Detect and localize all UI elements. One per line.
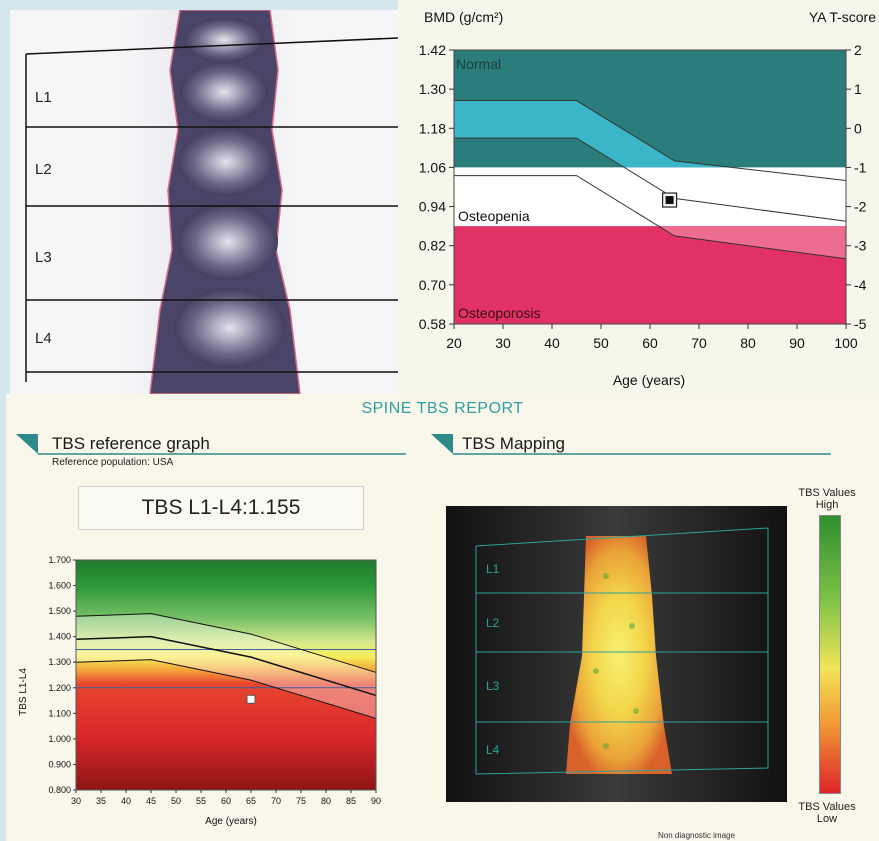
tbs-xtick-label: 40 <box>121 796 131 806</box>
tbs-ytick-label: 0.800 <box>48 785 71 795</box>
bmd-ytick-label: 0.94 <box>419 199 446 215</box>
tbs-xtick-label: 60 <box>221 796 231 806</box>
tbs-reference-chart: 0.800 0.900 1.000 1.100 1.200 1.300 1.400 1.500… <box>18 555 381 827</box>
tbs-xtick-label: 55 <box>196 796 206 806</box>
patient-marker-inner <box>665 196 674 205</box>
spine-image-svg: L1 L2 L3 L4 <box>10 10 398 394</box>
roi-label-l1: L1 <box>35 89 52 106</box>
bmd-y2tick-label: 2 <box>854 42 862 58</box>
tbs-xtick-label: 75 <box>296 796 306 806</box>
bmd-xtick-label: 40 <box>544 335 560 351</box>
legend-low-label: TBS Values Low <box>798 801 856 825</box>
tbs-xtick-label: 50 <box>171 796 181 806</box>
bmd-chart: BMD (g/cm²) YA T-score 0.58 0.70 0.82 0.94 1… <box>419 9 876 388</box>
tbs-ytick-label: 1.400 <box>48 632 71 642</box>
tbs-value-box: TBS L1-L4:1.155 <box>78 486 364 530</box>
bmd-ytick-label: 0.82 <box>419 238 446 254</box>
tbs-xlabel: Age (years) <box>205 816 257 827</box>
bmd-y2tick-label: -1 <box>854 159 867 175</box>
bmd-y2tick-label: -3 <box>854 238 867 254</box>
bmd-xtick-label: 80 <box>740 335 756 351</box>
tbs-xtick-label: 45 <box>146 796 156 806</box>
tbs-xtick-label: 30 <box>71 796 81 806</box>
tbs-xtick-label: 80 <box>321 796 331 806</box>
zone-label-osteoporosis: Osteoporosis <box>458 305 540 321</box>
tbs-xtick-label: 35 <box>96 796 106 806</box>
roi-label-l4: L4 <box>35 330 52 347</box>
tbs-ylabel: TBS L1-L4 <box>18 668 29 716</box>
roi-label-l2: L2 <box>35 161 52 178</box>
bmd-y2label: YA T-score <box>809 9 876 25</box>
tbs-xtick-label: 70 <box>271 796 281 806</box>
bmd-reference-line-2 <box>454 137 847 222</box>
legend-high-label: TBS Values High <box>798 487 856 511</box>
bmd-y2tick-label: 0 <box>854 120 862 136</box>
bmd-xlabel: Age (years) <box>613 372 685 388</box>
bmd-y2tick-label: -4 <box>854 277 867 293</box>
bmd-ytick-label: 1.06 <box>419 159 446 175</box>
tbs-ytick-label: 1.100 <box>48 708 71 718</box>
zone-label-osteopenia: Osteopenia <box>458 208 530 224</box>
tbs-reference-line-1 <box>75 613 377 673</box>
tbs-report-panel: SPINE TBS REPORT TBS reference graph Ref… <box>6 394 879 841</box>
right-section-title: TBS Mapping <box>462 434 565 453</box>
bmd-xtick-label: 50 <box>593 335 609 351</box>
tbs-ytick-label: 1.500 <box>48 606 71 616</box>
tbs-mapping-image: L1 L2 L3 L4 <box>446 506 787 802</box>
bmd-y2tick-label: -2 <box>854 199 867 215</box>
bmd-xtick-label: 70 <box>691 335 707 351</box>
bmd-ytick-label: 0.58 <box>419 316 446 332</box>
tbs-xtick-label: 65 <box>246 796 256 806</box>
left-section-title: TBS reference graph <box>52 434 210 453</box>
zone-label-normal: Normal <box>456 56 501 72</box>
report-title: SPINE TBS REPORT <box>361 400 524 417</box>
tbs-mapping-svg: L1 L2 L3 L4 <box>446 506 787 802</box>
non-diagnostic-note: Non diagnostic image <box>658 831 735 840</box>
reference-population: Reference population: USA <box>52 457 174 468</box>
right-section-header-rule <box>431 434 831 455</box>
map-label-l2: L2 <box>486 616 500 630</box>
tbs-reference-line-3 <box>75 659 377 719</box>
tbs-reference-line-2 <box>75 635 377 697</box>
bmd-ylabel: BMD (g/cm²) <box>424 9 503 25</box>
bmd-xtick-label: 60 <box>642 335 658 351</box>
bmd-reference-line-1 <box>454 100 847 181</box>
tbs-ytick-label: 1.700 <box>48 555 71 565</box>
roi-label-l3: L3 <box>35 249 52 266</box>
spine-dxa-image: L1 L2 L3 L4 <box>10 10 398 394</box>
tbs-ytick-label: 0.900 <box>48 759 71 769</box>
reference-band-osteoporosis <box>658 226 846 259</box>
bmd-y2tick-label: -5 <box>854 316 867 332</box>
bmd-ytick-label: 1.30 <box>419 81 446 97</box>
bmd-y2tick-label: 1 <box>854 81 862 97</box>
roi-lines <box>25 37 398 382</box>
bmd-ytick-label: 1.18 <box>419 120 446 136</box>
bmd-xtick-label: 90 <box>789 335 805 351</box>
vertebrae <box>174 18 286 368</box>
tbs-xtick-label: 85 <box>346 796 356 806</box>
left-section-header-rule <box>16 434 406 455</box>
bmd-ytick-label: 0.70 <box>419 277 446 293</box>
bmd-ytick-label: 1.42 <box>419 42 446 58</box>
bmd-xtick-label: 100 <box>834 335 858 351</box>
reference-band-normal <box>454 100 732 168</box>
map-label-l4: L4 <box>486 743 500 757</box>
zone-osteopenia <box>454 167 846 227</box>
bmd-xtick-label: 30 <box>495 335 511 351</box>
tbs-ytick-label: 1.000 <box>48 734 71 744</box>
tbs-reference-band <box>76 613 376 719</box>
map-label-l1: L1 <box>486 562 500 576</box>
map-label-l3: L3 <box>486 679 500 693</box>
tbs-xtick-label: 90 <box>371 796 381 806</box>
tbs-ytick-label: 1.200 <box>48 683 71 693</box>
tbs-ytick-label: 1.300 <box>48 657 71 667</box>
tbs-patient-marker <box>246 694 256 704</box>
tbs-color-legend-bar <box>819 515 841 794</box>
tbs-ytick-label: 1.600 <box>48 581 71 591</box>
bmd-reference-line-3 <box>454 175 847 260</box>
bmd-xtick-label: 20 <box>446 335 462 351</box>
bmd-chart-panel: BMD (g/cm²) YA T-score 0.58 0.70 0.82 0.94 1… <box>398 0 879 394</box>
